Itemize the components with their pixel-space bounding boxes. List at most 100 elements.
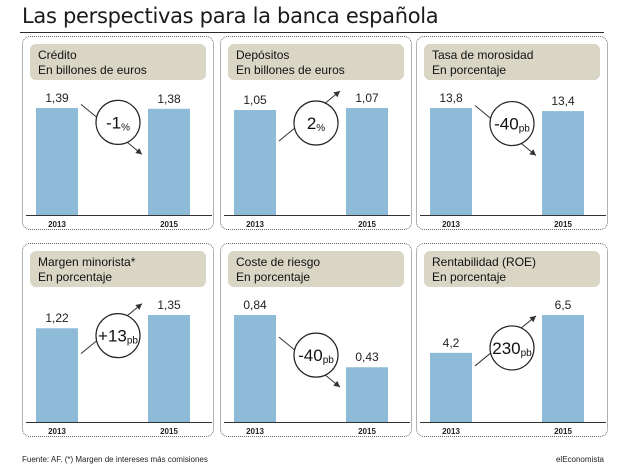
chart-title: Margen minorista* — [38, 255, 136, 269]
chart-title: Tasa de morosidad — [432, 48, 534, 62]
data-label: 4,2 — [443, 336, 460, 350]
tick-label-2013: 2013 — [246, 427, 264, 436]
change-unit: % — [121, 122, 130, 133]
change-label: -40pb — [298, 346, 334, 366]
bar-2015 — [542, 111, 584, 215]
chart-subtitle: En porcentaje — [38, 270, 113, 284]
bar-2013 — [36, 328, 78, 422]
bar-2015 — [148, 108, 190, 215]
tick-label-2013: 2013 — [442, 427, 460, 436]
change-value: 2 — [307, 114, 316, 133]
tick-label-2015: 2015 — [160, 220, 178, 229]
change-label: -40pb — [494, 115, 530, 135]
chart-panel: Tasa de morosidad En porcentaje 13,8 2013 13… — [416, 36, 608, 230]
chart-header: Coste de riesgo En porcentaje — [228, 251, 404, 287]
footer-brand: elEconomista — [555, 455, 604, 464]
chart-plot: 1,22 2013 1,35 2015 +13pb — [26, 298, 212, 436]
bar-2013 — [430, 352, 472, 422]
chart-title: Coste de riesgo — [236, 255, 321, 269]
change-arrow-head — [135, 303, 142, 310]
tick-label-2013: 2013 — [48, 220, 66, 229]
data-label: 1,22 — [45, 311, 69, 325]
chart-header: Crédito En billones de euros — [30, 44, 206, 80]
data-label: 0,84 — [243, 298, 267, 312]
chart-header: Margen minorista* En porcentaje — [30, 251, 206, 287]
change-value: -1 — [106, 113, 121, 132]
change-label: 230pb — [492, 339, 532, 359]
change-value: -40 — [494, 115, 519, 134]
change-value: +13 — [98, 327, 127, 346]
change-arrow-head — [529, 149, 536, 156]
change-circle — [95, 99, 141, 145]
data-label: 1,38 — [157, 92, 181, 106]
data-label: 13,8 — [439, 91, 463, 105]
tick-label-2015: 2015 — [554, 427, 572, 436]
change-label: -1% — [106, 113, 130, 133]
change-arrow-head — [135, 148, 142, 155]
change-circle — [489, 100, 535, 147]
title-divider — [20, 32, 604, 33]
change-unit: pb — [127, 336, 139, 347]
change-unit: % — [316, 123, 325, 134]
change-circle — [95, 313, 141, 359]
data-label: 1,05 — [243, 93, 267, 107]
bar-2013 — [430, 108, 472, 215]
tick-label-2013: 2013 — [442, 220, 460, 229]
change-circle — [489, 325, 535, 371]
chart-plot: 13,8 2013 13,4 2015 -40pb — [420, 91, 606, 229]
chart-subtitle: En porcentaje — [236, 270, 311, 284]
chart-header: Depósitos En billones de euros — [228, 44, 404, 80]
change-arrow-head — [529, 315, 536, 323]
chart-subtitle: En porcentaje — [432, 63, 507, 77]
change-unit: pb — [521, 348, 533, 359]
page-title: Las perspectivas para la banca española — [22, 4, 439, 28]
change-value: 230 — [492, 339, 520, 358]
chart-plot: 0,84 2013 0,43 2015 -40pb — [224, 298, 410, 436]
change-arrow-head — [333, 380, 340, 388]
chart-panel: Coste de riesgo En porcentaje 0,84 2013 0,43… — [220, 243, 412, 437]
tick-label-2013: 2013 — [246, 220, 264, 229]
tick-label-2013: 2013 — [48, 427, 66, 436]
data-label: 0,43 — [355, 350, 379, 364]
data-label: 1,07 — [355, 91, 379, 105]
chart-plot: 4,2 2013 6,5 2015 230pb — [420, 298, 606, 436]
bar-2015 — [346, 108, 388, 215]
bar-2013 — [234, 315, 276, 422]
chart-header: Tasa de morosidad En porcentaje — [424, 44, 600, 80]
change-label: +13pb — [98, 327, 138, 347]
chart-header: Rentabilidad (ROE) En porcentaje — [424, 251, 600, 287]
bar-2015 — [542, 315, 584, 422]
change-unit: pb — [323, 355, 335, 366]
bar-2015 — [346, 367, 388, 422]
chart-panel: Rentabilidad (ROE) En porcentaje 4,2 2013 6,… — [416, 243, 608, 437]
data-label: 1,35 — [157, 298, 181, 312]
chart-title: Crédito — [38, 48, 77, 62]
bar-2013 — [36, 108, 78, 215]
change-circle — [293, 100, 339, 146]
chart-title: Depósitos — [236, 48, 290, 62]
tick-label-2015: 2015 — [358, 427, 376, 436]
chart-subtitle: En porcentaje — [432, 270, 507, 284]
data-label: 13,4 — [551, 94, 575, 108]
change-circle — [293, 332, 339, 378]
data-label: 1,39 — [45, 91, 69, 105]
bar-2013 — [234, 110, 276, 215]
change-unit: pb — [519, 124, 531, 135]
data-label: 6,5 — [555, 298, 572, 312]
chart-title: Rentabilidad (ROE) — [432, 255, 537, 269]
chart-panel: Crédito En billones de euros 1,39 2013 1,38 2… — [22, 36, 214, 230]
bar-2015 — [148, 315, 190, 422]
tick-label-2015: 2015 — [160, 427, 178, 436]
change-label: 2% — [307, 114, 325, 134]
chart-plot: 1,39 2013 1,38 2015 -1% — [26, 91, 212, 229]
chart-panel: Depósitos En billones de euros 1,05 2013 1,0… — [220, 36, 412, 230]
chart-subtitle: En billones de euros — [38, 63, 147, 77]
chart-plot: 1,05 2013 1,07 2015 2% — [224, 90, 410, 229]
footer-source: Fuente: AF. (*) Margen de intereses más … — [22, 455, 208, 464]
change-arrow-head — [333, 91, 340, 98]
tick-label-2015: 2015 — [554, 220, 572, 229]
tick-label-2015: 2015 — [358, 220, 376, 229]
chart-subtitle: En billones de euros — [236, 63, 345, 77]
change-value: -40 — [298, 346, 323, 365]
chart-panel: Margen minorista* En porcentaje 1,22 2013 1,… — [22, 243, 214, 437]
